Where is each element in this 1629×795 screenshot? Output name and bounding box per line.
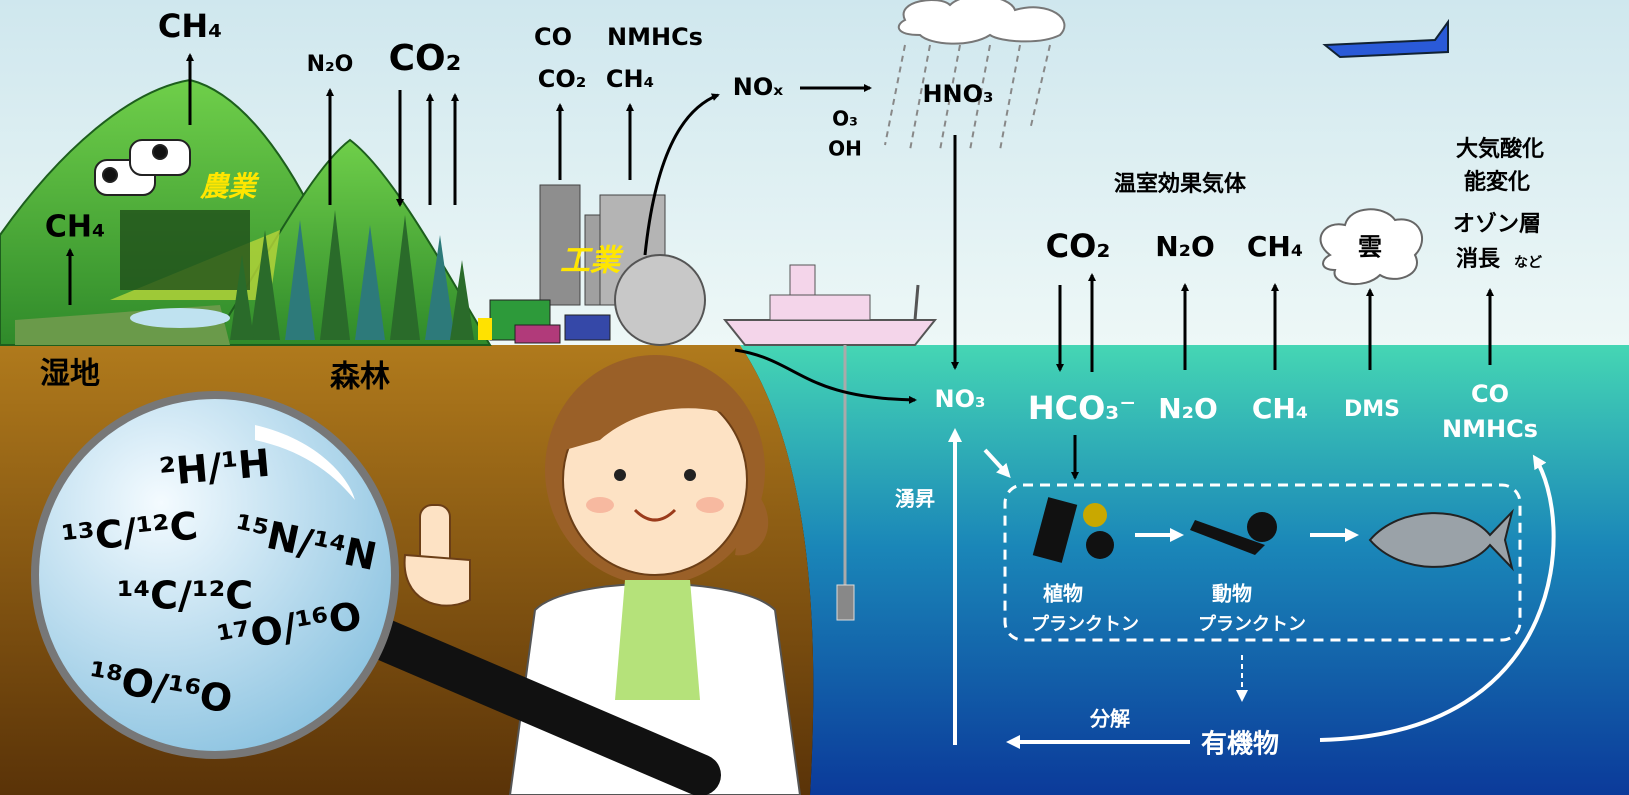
shape [837,585,854,620]
label: CH₄ [1247,230,1303,263]
label: NMHCs [1442,415,1538,443]
shape [770,295,870,320]
label: 有機物 [1201,730,1279,760]
shape [1083,503,1107,527]
shape [1086,531,1114,559]
shape [614,469,626,481]
shape [615,580,700,700]
shape [725,320,935,345]
shape [684,469,696,481]
label: CO₂ [389,38,462,79]
shape [1247,512,1277,542]
label: CO [1471,380,1509,408]
label: 農業 [199,170,260,203]
label: プランクトン [1031,613,1139,635]
label: 湧昇 [895,487,935,511]
label: プランクトン [1198,613,1306,635]
label: 大気酸化 [1456,136,1544,162]
label: CH₄ [158,7,222,45]
label: CH₄ [1252,392,1308,425]
label: 動物 [1212,582,1252,606]
label: CH₄ [606,65,654,93]
shape [120,210,250,290]
label: NOₓ [733,73,783,101]
label: 湿地 [40,357,100,392]
label: オゾン層 [1453,211,1541,237]
label: HCO₃⁻ [1028,389,1136,427]
label: O₃ [832,107,858,131]
shape [790,265,815,295]
label: 雲 [1358,233,1382,261]
shape [103,168,117,182]
shape [586,497,614,513]
label: 森林 [330,360,390,395]
label: CH₄ [45,210,105,245]
label: 能変化 [1464,169,1530,195]
shape [153,145,167,159]
label: N₂O [307,52,354,77]
label: N₂O [1158,392,1218,425]
label: NMHCs [607,23,703,51]
shape [478,318,492,340]
diagram: CH₄ 農業 CH₄ 湿地 森林 N₂O CO₂ CO NMHCs CO₂ CH… [0,0,1629,795]
shape [565,315,610,340]
label: 分解 [1089,707,1130,731]
label: DMS [1344,397,1400,422]
label: N₂O [1155,230,1215,263]
label: 工業 [560,244,624,279]
shape [515,325,560,343]
label: CO [534,23,572,51]
label: 温室効果気体 [1114,171,1247,197]
isotope-ratio: ¹⁴C/¹²C [117,574,253,618]
label: CO₂ [1046,227,1111,265]
shape [130,308,230,328]
label: 植物 [1043,582,1083,606]
label: など [1514,255,1542,271]
shape [615,255,705,345]
label: CO₂ [538,65,587,93]
label: NO₃ [935,385,986,413]
page: CH₄ 農業 CH₄ 湿地 森林 N₂O CO₂ CO NMHCs CO₂ CH… [0,0,1629,795]
label: 消長 [1456,247,1501,272]
label: HNO₃ [922,80,993,108]
label: OH [828,137,862,161]
shape [696,497,724,513]
